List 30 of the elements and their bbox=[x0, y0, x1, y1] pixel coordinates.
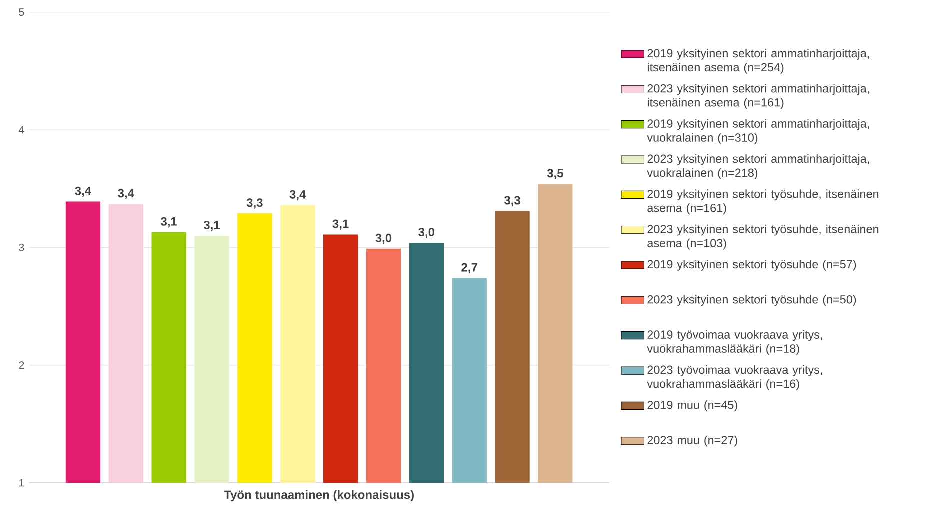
legend-label: 2023 yksityinen sektori ammatinharjoittaja, itsenäinen asema (n=161) bbox=[648, 84, 870, 110]
y-tick-label: 4 bbox=[18, 126, 24, 134]
data-label: 3,4 bbox=[75, 186, 92, 198]
data-label: 3,0 bbox=[376, 234, 392, 244]
legend-label: 2019 muu (n=45) bbox=[648, 400, 738, 412]
legend-label: 2023 muu (n=27) bbox=[648, 436, 738, 447]
data-label: 3,4 bbox=[118, 189, 134, 200]
data-label: 3,5 bbox=[547, 169, 564, 180]
legend-label: 2019 työvoimaa vuokraava yritys, vuokrahammaslääkäri (n=18) bbox=[647, 330, 822, 356]
data-label: 3,1 bbox=[204, 220, 220, 232]
data-label: 3,3 bbox=[246, 198, 263, 209]
y-tick-label: 2 bbox=[19, 362, 24, 370]
x-tick-label: Työn tuunaaminen (kokonaisuus) bbox=[224, 490, 414, 502]
data-label: 3,0 bbox=[418, 228, 435, 238]
legend-label: 2019 yksityinen sektori ammatinharjoittaja, itsenäinen asema (n=254) bbox=[648, 48, 870, 74]
data-label: 3,1 bbox=[161, 217, 178, 228]
legend-label: 2019 yksityinen sektori työsuhde, itsenäinen asema (n=161) bbox=[648, 190, 879, 215]
data-label: 2,7 bbox=[462, 263, 478, 274]
legend-label: 2023 työvoimaa vuokraava yritys, vuokrahammaslääkäri (n=16) bbox=[647, 366, 822, 390]
legend-label: 2019 yksityinen sektori ammatinharjoittaja, vuokralainen (n=310) bbox=[647, 119, 870, 144]
legend-label: 2019 yksityinen sektori työsuhde (n=57) bbox=[648, 260, 856, 271]
y-tick-label: 3 bbox=[19, 244, 24, 252]
data-label: 3,3 bbox=[504, 196, 520, 206]
data-label: 3,4 bbox=[290, 190, 306, 201]
data-label: 3,1 bbox=[332, 220, 349, 230]
legend-label: 2023 yksityinen sektori ammatinharjoittaja, vuokralainen (n=218) bbox=[647, 154, 870, 180]
y-tick-label: 5 bbox=[19, 8, 24, 16]
legend-label: 2023 yksityinen sektori työsuhde (n=50) bbox=[648, 295, 856, 306]
y-tick-label: 1 bbox=[20, 479, 24, 487]
legend-label: 2023 yksityinen sektori työsuhde, itsenäinen asema (n=103) bbox=[648, 224, 879, 250]
